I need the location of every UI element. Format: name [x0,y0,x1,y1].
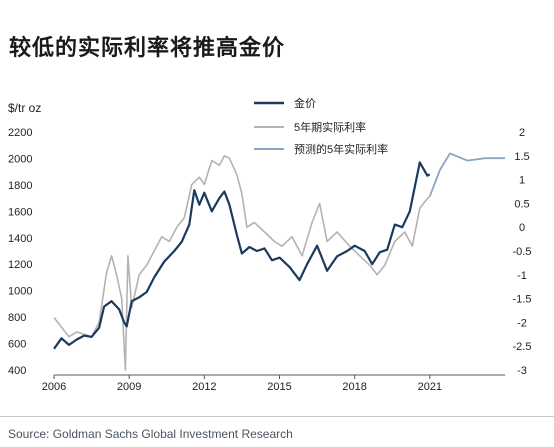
left-axis-tick-label: 1000 [8,286,32,298]
source-note: Source: Goldman Sachs Global Investment … [8,427,293,441]
left-axis-tick-label: 2000 [8,153,32,165]
footer-divider [0,416,554,417]
right-axis-tick-label: 2 [519,127,525,139]
left-axis-tick-label: 1600 [8,206,32,218]
x-axis-tick-label: 2012 [192,381,216,393]
right-axis-tick-label: 0.5 [514,198,529,210]
right-axis-tick-label: -1 [517,270,527,282]
gold-price-line [53,161,431,350]
legend-label: 金价 [294,96,316,110]
legend-label: 5年期实际利率 [294,120,366,134]
right-axis-tick-label: -2.5 [513,341,532,353]
left-axis-tick-label: 600 [8,339,26,351]
right-axis-tick-label: -1.5 [513,294,532,306]
x-axis-tick-label: 2018 [342,381,366,393]
real-rate-line [53,155,431,371]
legend-label: 预测的5年实际利率 [294,142,388,156]
right-axis-tick-label: 0 [519,222,525,234]
x-axis-tick-label: 2006 [42,381,66,393]
right-axis-tick-label: -2 [517,317,527,329]
left-axis-tick-label: 2200 [8,127,32,139]
left-axis-tick-label: 1800 [8,180,32,192]
left-axis-tick-label: 1200 [8,259,32,271]
left-axis-tick-label: 400 [8,365,26,377]
x-axis-tick-label: 2015 [267,381,291,393]
x-axis-tick-label: 2021 [418,381,442,393]
left-axis-tick-label: 1400 [8,233,32,245]
right-axis-tick-label: 1.5 [514,151,529,163]
forecast-real-rate-line [428,152,505,197]
left-axis-tick-label: 800 [8,312,26,324]
x-axis-tick-label: 2009 [117,381,141,393]
chart-title: 较低的实际利率将推高金价 [9,36,286,61]
chart: $/tr oz 22002000180016001400120010008006… [8,96,532,393]
left-axis-unit: $/tr oz [8,101,41,115]
right-axis-tick-label: 1 [519,175,525,187]
right-axis-tick-label: -3 [517,365,527,377]
right-axis-tick-label: -0.5 [513,246,532,258]
